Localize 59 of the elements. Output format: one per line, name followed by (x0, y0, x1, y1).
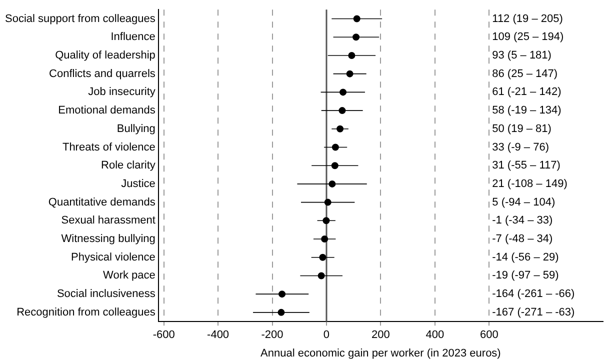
x-tick-label: 600 (480, 329, 498, 342)
y-tick-label: Sexual harassment (61, 214, 156, 227)
annotation: 31 (-55 – 117) (492, 160, 560, 172)
point (340, 88, 347, 96)
point (353, 15, 360, 22)
x-tick-label: -200 (261, 329, 284, 342)
x-tick-label: 200 (372, 329, 390, 342)
annotation: 112 (19 – 205) (492, 12, 563, 25)
annotation: -14 (-56 – 29) (492, 251, 559, 264)
y-tick-label: Conflicts and quarrels (49, 68, 156, 80)
point (278, 290, 286, 298)
x-tick-label: -400 (207, 329, 230, 342)
y-tick-label: Emotional demands (58, 104, 156, 117)
annotation: 5 (-94 – 104) (492, 196, 556, 208)
point (321, 236, 328, 243)
y-tick-label: Social inclusiveness (56, 288, 156, 300)
annotation: 50 (19 – 81) (492, 122, 552, 135)
point (346, 70, 354, 78)
point (318, 272, 325, 280)
annotation: 93 (5 – 181) (492, 50, 552, 62)
x-tick-label: 0 (323, 329, 330, 342)
x-tick-label: 400 (426, 329, 444, 342)
point (278, 308, 285, 316)
annotation: -1 (-34 – 33) (492, 214, 553, 227)
y-tick-label: Recognition from colleagues (16, 306, 156, 318)
y-tick-label: Justice (121, 178, 156, 190)
point (331, 162, 338, 170)
y-tick-label: Physical violence (71, 251, 156, 264)
y-tick-label: Quality of leadership (55, 50, 156, 62)
y-tick-label: Role clarity (101, 160, 156, 172)
y-tick-label: Threats of violence (62, 141, 156, 154)
point (328, 180, 336, 188)
y-tick-label: Quantitative demands (48, 196, 156, 208)
point (352, 34, 360, 41)
annotation: 21 (-108 – 149) (492, 178, 568, 190)
annotation: 58 (-19 – 134) (492, 104, 562, 117)
y-tick-label: Influence (110, 31, 156, 44)
point (336, 125, 344, 132)
point (322, 217, 330, 224)
y-tick-label: Social support from colleagues (4, 12, 156, 25)
x-axis-title: Annual economic gain per worker (in 2023 euros) (260, 347, 501, 360)
annotation: -164 (-261 – -66) (492, 288, 575, 300)
annotation: -7 (-48 – 34) (492, 233, 553, 246)
y-tick-label: Work pace (103, 270, 156, 282)
annotation: -19 (-97 – 59) (492, 270, 559, 282)
point (332, 144, 339, 151)
y-tick-label: Witnessing bullying (61, 233, 156, 246)
point (319, 254, 326, 261)
annotation: 61 (-21 – 142) (492, 86, 562, 98)
point (324, 198, 332, 206)
x-tick-label: -600 (152, 329, 175, 342)
annotation: 86 (25 – 147) (492, 68, 558, 80)
y-tick-label: Bullying (116, 122, 156, 135)
annotation: 33 (-9 – 76) (492, 141, 550, 154)
annotation: 109 (25 – 194) (492, 31, 564, 44)
point (338, 107, 346, 114)
point (348, 52, 356, 59)
annotation: -167 (-271 – -63) (492, 306, 575, 318)
y-tick-label: Job insecurity (88, 86, 156, 98)
